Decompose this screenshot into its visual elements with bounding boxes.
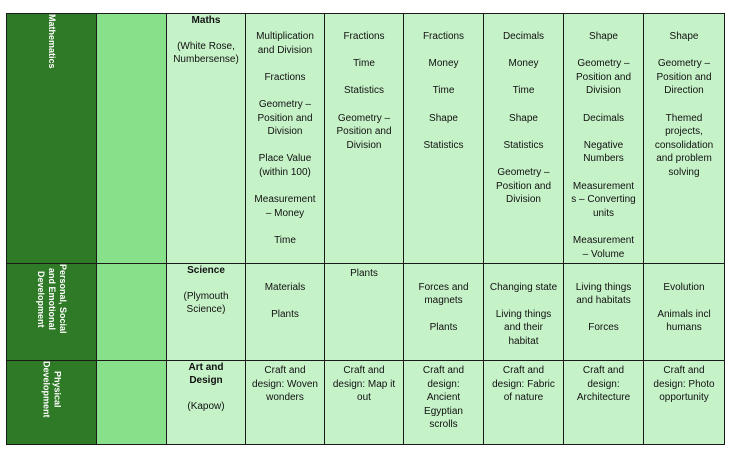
term-cell: Shape Geometry – Position and Division D…	[563, 13, 644, 264]
area-label: Personal, Social and Emotional Developme…	[36, 264, 68, 334]
accent-cell	[96, 13, 167, 264]
area-cell: Personal, Social and Emotional Developme…	[6, 263, 97, 361]
term-cell: Fractions Money Time Shape Statistics	[403, 13, 484, 264]
table-row: Personal, Social and Emotional Developme…	[6, 263, 725, 361]
curriculum-table: Mathematics Maths (White Rose, Numbersens…	[6, 13, 725, 445]
subject-cell: Maths (White Rose, Numbersense)	[166, 13, 246, 264]
term-cell: Living things and habitats Forces	[563, 263, 644, 361]
term-cell: Craft and design: Fabric of nature	[483, 360, 564, 445]
subject-provider: (White Rose, Numbersense)	[173, 41, 239, 65]
subject-name: Science	[187, 265, 225, 276]
term-cell: Craft and design: Woven wonders	[245, 360, 325, 445]
term-cell: Multiplication and Division Fractions Ge…	[245, 13, 325, 264]
term-cell: Forces and magnets Plants	[403, 263, 484, 361]
subject-provider: (Plymouth Science)	[183, 291, 229, 315]
term-cell: Craft and design: Photo opportunity	[643, 360, 725, 445]
subject-name: Maths	[191, 15, 221, 26]
subject-provider: (Kapow)	[187, 401, 225, 412]
subject-cell: Science (Plymouth Science)	[166, 263, 246, 361]
term-cell: Plants	[324, 263, 404, 361]
term-cell: Shape Geometry – Position and Direction …	[643, 13, 725, 264]
subject-cell: Art and Design (Kapow)	[166, 360, 246, 445]
area-label: Physical Development	[41, 361, 63, 418]
table-row: Mathematics Maths (White Rose, Numbersens…	[6, 13, 725, 264]
term-cell: Craft and design: Architecture	[563, 360, 644, 445]
term-cell: Evolution Animals incl humans	[643, 263, 725, 361]
accent-cell	[96, 360, 167, 445]
term-cell: Craft and design: Ancient Egyptian scrol…	[403, 360, 484, 445]
area-cell: Physical Development	[6, 360, 97, 445]
table-row: Physical Development Art and Design (Kapo…	[6, 360, 725, 445]
term-cell: Changing state Living things and their h…	[483, 263, 564, 361]
term-cell: Materials Plants	[245, 263, 325, 361]
accent-cell	[96, 263, 167, 361]
term-cell: Decimals Money Time Shape Statistics Geo…	[483, 13, 564, 264]
term-cell: Craft and design: Map it out	[324, 360, 404, 445]
subject-name: Art and Design	[188, 362, 224, 386]
area-cell: Mathematics	[6, 13, 97, 264]
area-label: Mathematics	[47, 14, 57, 69]
term-cell: Fractions Time Statistics Geometry – Pos…	[324, 13, 404, 264]
